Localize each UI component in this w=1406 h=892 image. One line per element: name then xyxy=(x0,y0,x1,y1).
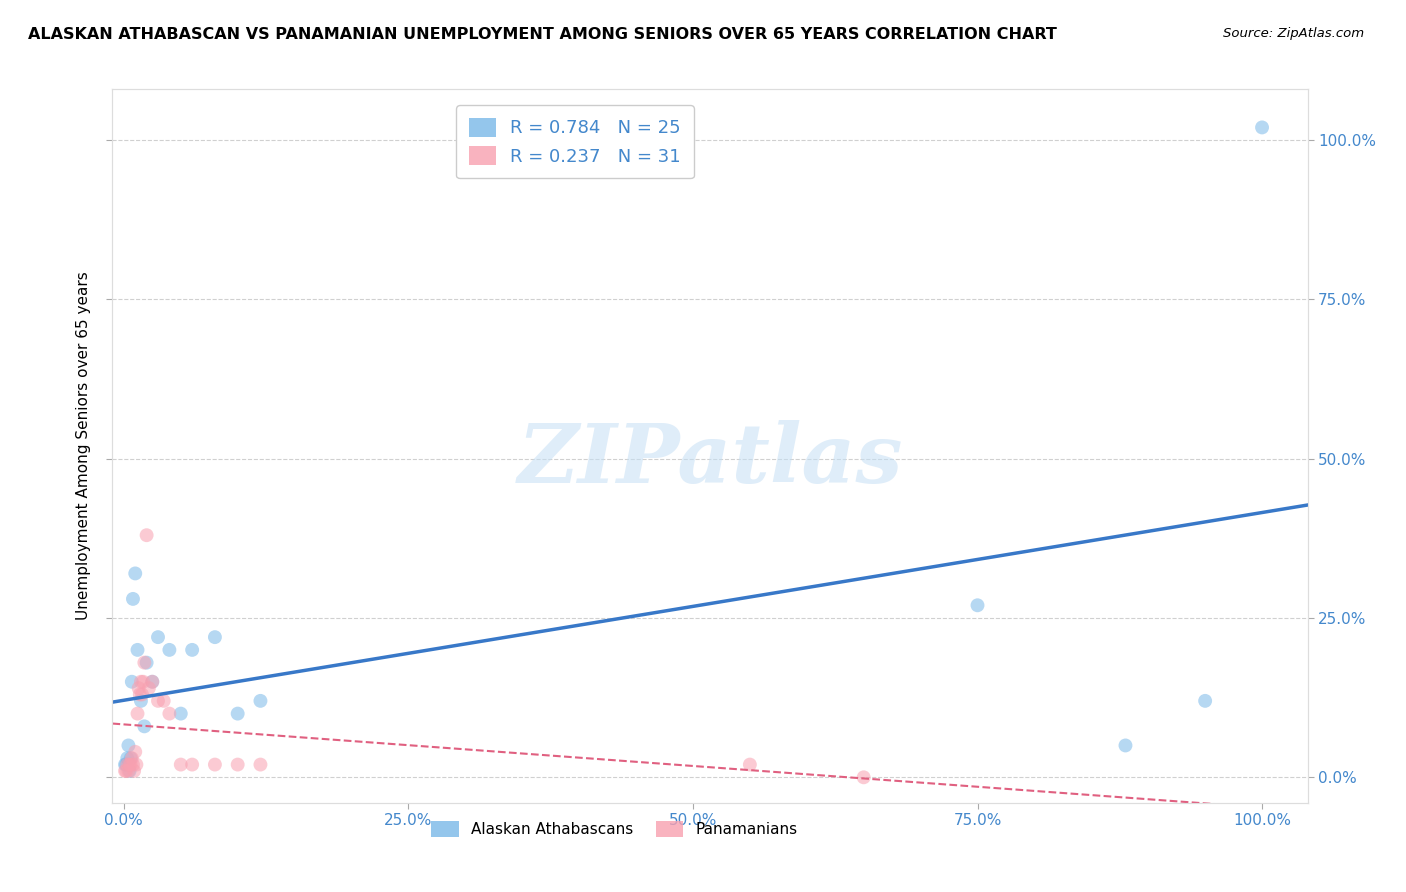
Point xyxy=(135,528,157,542)
Point xyxy=(966,599,988,613)
Point xyxy=(129,694,152,708)
Point xyxy=(226,757,249,772)
Point xyxy=(114,757,136,772)
Point xyxy=(226,706,249,721)
Point xyxy=(135,656,157,670)
Point xyxy=(852,770,875,784)
Point xyxy=(117,757,139,772)
Point xyxy=(117,764,139,778)
Point xyxy=(115,764,138,778)
Point xyxy=(170,757,193,772)
Point xyxy=(122,764,145,778)
Point xyxy=(170,706,193,721)
Point xyxy=(128,688,150,702)
Point xyxy=(118,757,141,772)
Point xyxy=(124,566,146,581)
Point xyxy=(157,643,180,657)
Point xyxy=(122,757,145,772)
Y-axis label: Unemployment Among Seniors over 65 years: Unemployment Among Seniors over 65 years xyxy=(76,272,91,620)
Legend: Alaskan Athabascans, Panamanians: Alaskan Athabascans, Panamanians xyxy=(423,814,806,845)
Point xyxy=(146,630,169,644)
Point xyxy=(125,757,148,772)
Point xyxy=(738,757,761,772)
Point xyxy=(129,674,152,689)
Point xyxy=(146,694,169,708)
Point xyxy=(121,751,143,765)
Point xyxy=(117,751,139,765)
Point xyxy=(152,694,174,708)
Point xyxy=(1114,739,1136,753)
Point xyxy=(1194,694,1216,708)
Text: Source: ZipAtlas.com: Source: ZipAtlas.com xyxy=(1223,27,1364,40)
Point xyxy=(128,681,150,695)
Point xyxy=(1251,120,1274,135)
Point xyxy=(181,757,204,772)
Text: ZIPatlas: ZIPatlas xyxy=(517,420,903,500)
Point xyxy=(131,688,153,702)
Point xyxy=(249,694,271,708)
Point xyxy=(127,706,149,721)
Point xyxy=(120,751,142,765)
Point xyxy=(138,681,160,695)
Point xyxy=(132,674,155,689)
Point xyxy=(115,757,138,772)
Text: ALASKAN ATHABASCAN VS PANAMANIAN UNEMPLOYMENT AMONG SENIORS OVER 65 YEARS CORREL: ALASKAN ATHABASCAN VS PANAMANIAN UNEMPLO… xyxy=(28,27,1057,42)
Point xyxy=(204,757,226,772)
Point xyxy=(121,674,143,689)
Point xyxy=(204,630,226,644)
Point xyxy=(122,591,145,606)
Point xyxy=(124,745,146,759)
Point xyxy=(181,643,204,657)
Point xyxy=(249,757,271,772)
Point xyxy=(120,757,142,772)
Point xyxy=(141,674,163,689)
Point xyxy=(141,674,163,689)
Point xyxy=(127,643,149,657)
Point xyxy=(114,764,136,778)
Point xyxy=(157,706,180,721)
Point xyxy=(117,739,139,753)
Point xyxy=(134,719,156,733)
Point xyxy=(118,764,141,778)
Point xyxy=(134,656,156,670)
